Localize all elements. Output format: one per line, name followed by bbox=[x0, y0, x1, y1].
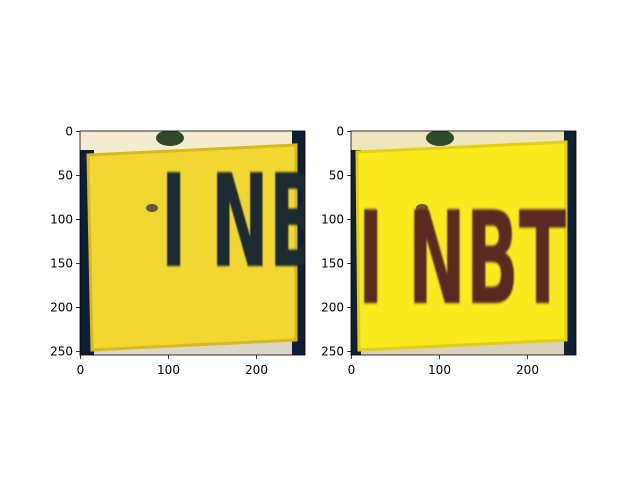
left-y-tick-label: 150 bbox=[50, 257, 73, 271]
left-x-tick-label: 0 bbox=[77, 363, 85, 377]
left-y-tick-label: 0 bbox=[65, 125, 73, 139]
left-panel: I NBT 0 100 200 0 50 100 150 200 250 bbox=[50, 125, 370, 377]
right-x-tick-label: 200 bbox=[516, 363, 539, 377]
left-x-tick-label: 100 bbox=[157, 363, 180, 377]
left-plate-bolt bbox=[146, 204, 158, 212]
left-axes-frame bbox=[79, 130, 306, 356]
right-x-axis: 0 100 200 bbox=[348, 355, 539, 377]
left-plate-image: I NBT bbox=[80, 131, 370, 355]
right-plate-body bbox=[355, 140, 568, 352]
left-plate-text: I NBT bbox=[161, 148, 370, 297]
left-y-tick-label: 100 bbox=[50, 213, 73, 227]
right-axes-frame bbox=[350, 130, 577, 356]
right-frame-left bbox=[351, 150, 361, 355]
right-y-tick-label: 0 bbox=[336, 125, 344, 139]
right-top-clip bbox=[426, 131, 454, 146]
right-y-tick-label: 250 bbox=[321, 345, 344, 359]
right-plate-image: I NBT bbox=[351, 131, 576, 355]
left-y-tick-label: 250 bbox=[50, 345, 73, 359]
right-x-tick-label: 100 bbox=[428, 363, 451, 377]
right-x-tick-label: 0 bbox=[348, 363, 356, 377]
left-x-axis: 0 100 200 bbox=[77, 355, 268, 377]
left-x-tick-label: 200 bbox=[245, 363, 268, 377]
left-plate-body bbox=[86, 143, 298, 352]
left-y-tick-label: 50 bbox=[58, 169, 73, 183]
right-panel: I NBT 0 100 200 0 50 100 150 200 250 bbox=[321, 125, 577, 377]
right-plate-bolt bbox=[416, 204, 428, 212]
right-y-tick-label: 150 bbox=[321, 257, 344, 271]
right-y-axis: 0 50 100 150 200 250 bbox=[321, 125, 351, 359]
left-y-axis: 0 50 100 150 200 250 bbox=[50, 125, 80, 359]
left-y-tick-label: 200 bbox=[50, 301, 73, 315]
right-y-tick-label: 100 bbox=[321, 213, 344, 227]
left-top-clip bbox=[156, 131, 184, 146]
right-plate-text: I NBT bbox=[358, 185, 567, 334]
right-y-tick-label: 200 bbox=[321, 301, 344, 315]
right-y-tick-label: 50 bbox=[329, 169, 344, 183]
